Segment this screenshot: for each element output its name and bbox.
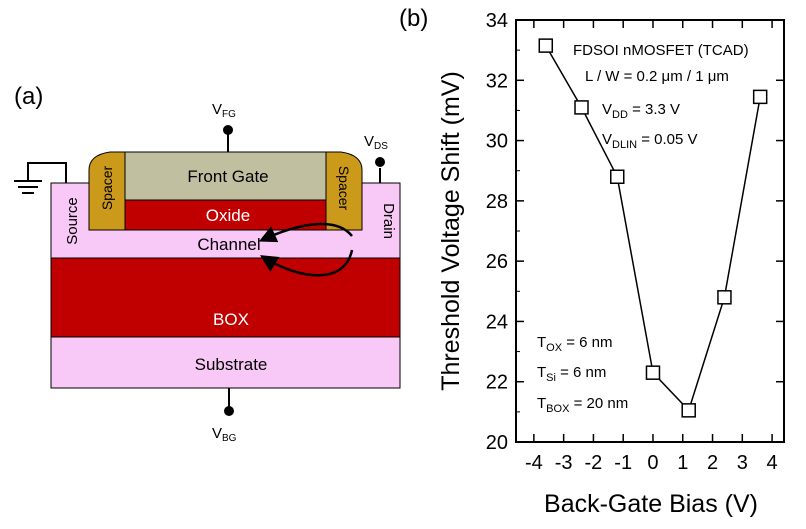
- source-label: Source: [64, 197, 81, 245]
- y-tick-label: 20: [486, 432, 508, 454]
- tsi-annotation: TSi = 6 nm: [537, 364, 606, 384]
- spacer-left-label: Spacer: [99, 165, 115, 210]
- data-point: [538, 38, 554, 53]
- x-tick-label: -2: [585, 452, 603, 474]
- arrow-lower-path: [260, 249, 354, 277]
- spacer-right: [325, 151, 363, 231]
- oxide-label: Oxide: [206, 206, 250, 225]
- vds-label: VDS: [364, 133, 388, 152]
- x-tick-label: -4: [525, 452, 543, 474]
- front-gate-layer: [124, 151, 327, 201]
- device-annotation: FDSOI nMOSFET (TCAD): [573, 42, 749, 59]
- back-gate-terminal: [224, 406, 234, 416]
- channel-label: Channel: [197, 235, 260, 254]
- tbox-annotation: TBOX = 20 nm: [537, 395, 628, 415]
- y-tick-label: 32: [486, 70, 508, 92]
- device-cross-section: (a) Substrate BOX Source Drain Channel F…: [14, 83, 401, 444]
- oxide-layer: [124, 199, 327, 231]
- arrow-upper-path: [258, 222, 353, 243]
- y-axis-title: Threshold Voltage Shift (mV): [437, 71, 465, 391]
- x-tick-label: -3: [555, 452, 573, 474]
- x-axis-title: Back-Gate Bias (V): [544, 490, 758, 518]
- x-axis: -4 -3 -2 -1 0 1 2 3 4: [525, 20, 778, 474]
- drain-label: Drain: [380, 203, 397, 239]
- substrate-layer: [50, 336, 401, 389]
- front-gate-terminal: [223, 125, 233, 135]
- substrate-label: Substrate: [195, 355, 268, 374]
- data-point: [574, 100, 589, 115]
- x-tick-label: 4: [767, 452, 778, 474]
- panel-a-label: (a): [14, 83, 43, 110]
- data-point: [645, 365, 661, 380]
- panel-b-label: (b): [399, 5, 428, 32]
- vbg-label: VBG: [212, 425, 237, 444]
- y-tick-label: 22: [486, 372, 508, 394]
- data-point: [609, 169, 625, 184]
- drain-terminal: [375, 157, 385, 167]
- box-layer: [50, 257, 401, 338]
- y-tick-label: 34: [486, 10, 508, 32]
- y-tick-label: 26: [486, 251, 508, 273]
- vfg-label: VFG: [212, 101, 236, 120]
- box-label: BOX: [213, 310, 249, 329]
- front-gate-label: Front Gate: [187, 167, 268, 186]
- data-point: [717, 290, 732, 305]
- x-tick-label: 3: [737, 452, 748, 474]
- tox-annotation: TOX = 6 nm: [537, 334, 613, 354]
- y-tick-label: 28: [486, 191, 508, 213]
- vdlin-annotation: VDLIN = 0.05 V: [602, 131, 698, 151]
- ground-icon: [14, 162, 67, 194]
- spacer-left: [88, 151, 126, 231]
- data-point: [681, 403, 696, 418]
- x-tick-label: 1: [677, 452, 688, 474]
- data-point: [752, 89, 768, 105]
- y-tick-label: 30: [486, 131, 508, 153]
- x-tick-label: 2: [707, 452, 718, 474]
- x-tick-label: -1: [614, 452, 632, 474]
- lw-annotation: L / W = 0.2 μm / 1 μm: [585, 68, 729, 85]
- y-axis: 20 22 24 26 28 30 32 34: [486, 10, 784, 454]
- x-tick-label: 0: [647, 452, 658, 474]
- spacer-right-label: Spacer: [336, 166, 352, 211]
- y-tick-label: 24: [486, 311, 508, 333]
- series-markers: [538, 38, 768, 418]
- vdd-annotation: VDD = 3.3 V: [602, 101, 680, 121]
